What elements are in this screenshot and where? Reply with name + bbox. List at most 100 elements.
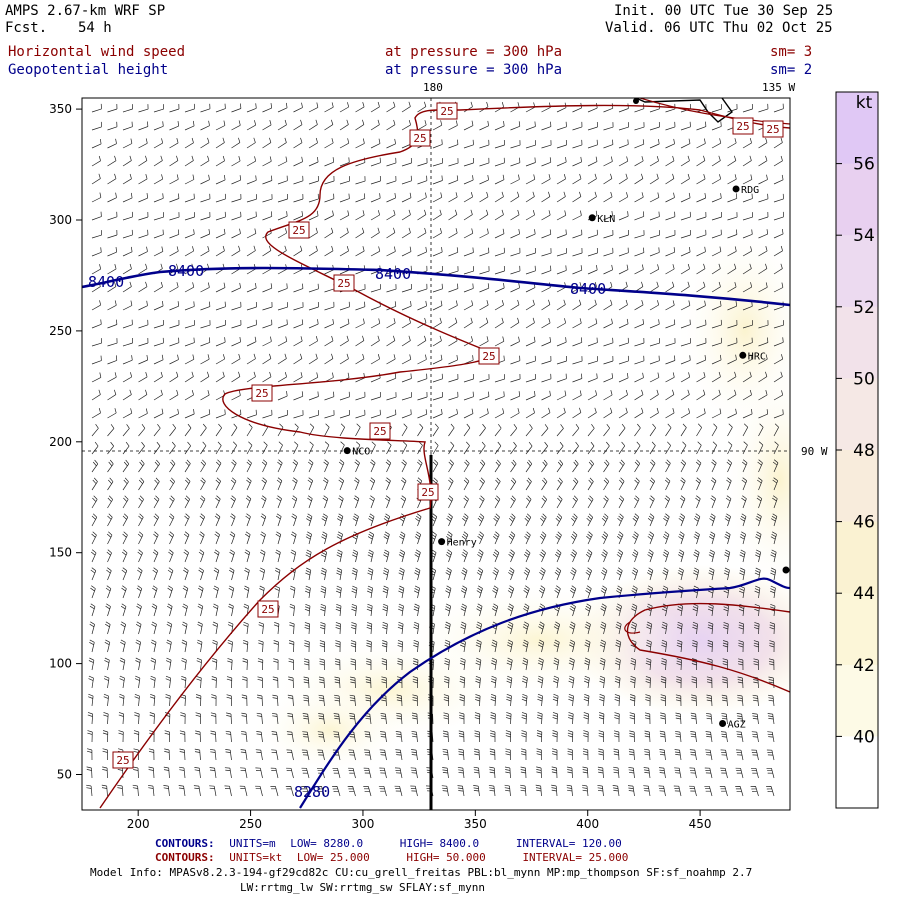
speed-label-box [333, 274, 355, 292]
stations: RDG KLN HRC NCO Henry AGZ [343, 185, 790, 730]
height-labels: 8400 8400 8400 8400 8280 [88, 262, 606, 801]
y-tick-label: 250 [49, 324, 72, 338]
colorbar-segment [836, 664, 878, 737]
c2-interval: INTERVAL= 25.000 [522, 851, 629, 864]
c1-interval: INTERVAL= 120.00 [515, 837, 622, 850]
speed-labels: 25 25 25 25 25 25 25 25 25 25 25 25 [112, 102, 784, 769]
c1-high: HIGH= 8400.0 [399, 837, 480, 850]
speed-label-25: 25 [292, 224, 305, 237]
speed-label-box [409, 129, 431, 147]
colorbar-segment [836, 92, 878, 165]
forecast-label: Fcst. [5, 20, 48, 36]
colorbar-level: 56 [853, 155, 875, 175]
height-contour-8280 [299, 577, 790, 809]
speed-label-box [369, 422, 391, 440]
colorbar-segment [836, 450, 878, 523]
height-label-8280: 8280 [294, 783, 330, 801]
station-marker [739, 351, 747, 359]
field-1-name: Horizontal wind speed [8, 44, 186, 60]
y-tick-label: 100 [49, 657, 72, 671]
init-time: Init. 00 UTC Tue 30 Sep 25 [614, 3, 834, 19]
colorbar-segment [836, 736, 878, 809]
speed-label-25: 25 [373, 425, 386, 438]
forecast-hours: 54 h [78, 20, 112, 36]
footer-line-1: CONTOURS: UNITS=m LOW= 8280.0 HIGH= 8400… [155, 837, 622, 850]
station-name: AGZ [728, 719, 746, 730]
wind-speed-shading [250, 220, 790, 775]
colorbar-level: 52 [853, 298, 875, 318]
colorbar-level: 46 [853, 513, 875, 533]
model-title: AMPS 2.67-km WRF SP [5, 3, 166, 19]
speed-label-25: 25 [440, 105, 453, 118]
y-tick-label: 50 [57, 768, 72, 782]
height-label-8400-d: 8400 [570, 280, 606, 298]
speed-label-25: 25 [337, 277, 350, 290]
station-marker [719, 719, 727, 727]
speed-label-box [762, 120, 784, 138]
model-info-2: LW:rrtmg_lw SW:rrtmg_sw SFLAY:sf_mynn [240, 881, 486, 894]
speed-label-25: 25 [421, 486, 434, 499]
contours-label-2: CONTOURS: [155, 851, 215, 864]
speed-label-box [112, 751, 134, 769]
c1-units: UNITS=m [229, 837, 276, 850]
model-info: Model Info: MPASv8.2.3-194-gf29cd82c CU:… [90, 866, 753, 879]
speed-label-box [478, 347, 500, 365]
colorbar-level: 54 [853, 226, 875, 246]
colorbar-segment [836, 163, 878, 236]
y-tick-label: 200 [49, 435, 72, 449]
colorbar-level: 44 [853, 584, 875, 604]
x-tick-label: 450 [689, 817, 712, 831]
c2-high: HIGH= 50.000 [406, 851, 486, 864]
speed-label-box [288, 221, 310, 239]
speed-label-25: 25 [261, 603, 274, 616]
c2-low: LOW= 25.000 [296, 851, 370, 864]
station-name: KLN [597, 214, 615, 225]
field-1-smooth: sm= 3 [770, 44, 813, 60]
x-tick-label: 300 [351, 817, 374, 831]
speed-label-box [417, 483, 439, 501]
field-2-level: at pressure = 300 hPa [385, 62, 563, 78]
station-marker [588, 214, 596, 222]
station-marker [732, 185, 740, 193]
station-marker [438, 538, 446, 546]
station-name: RDG [741, 185, 759, 196]
axes: 200 250 300 350 400 450 350 300 250 200 150 100 50 [49, 102, 711, 831]
height-contour-8400 [82, 266, 790, 307]
y-tick-label: 350 [49, 102, 72, 116]
valid-time: Valid. 06 UTC Thu 02 Oct 25 [605, 20, 833, 36]
lon-label-135w: 135 W [762, 81, 795, 94]
speed-label-25: 25 [116, 754, 129, 767]
y-tick-label: 300 [49, 213, 72, 227]
speed-label-25: 25 [736, 120, 749, 133]
colorbar-segment [836, 306, 878, 379]
station-marker [343, 447, 351, 455]
lon-label-90w: 90 W [801, 445, 828, 458]
x-tick-label: 200 [127, 817, 150, 831]
field-1-level: at pressure = 300 hPa [385, 44, 563, 60]
colorbar-level: 48 [853, 441, 875, 461]
speed-label-25: 25 [766, 123, 779, 136]
x-tick-label: 250 [239, 817, 262, 831]
footer-line-2: CONTOURS: UNITS=kt LOW= 25.000 HIGH= 50.… [155, 851, 628, 864]
field-2-smooth: sm= 2 [770, 62, 813, 78]
wind-barbs [86, 101, 784, 797]
colorbar-level: 50 [853, 369, 875, 389]
wind-speed-contour-50 [626, 602, 790, 693]
wind-barb-set [86, 101, 784, 797]
colorbar-level: 40 [853, 727, 875, 747]
colorbar: kt 56 54 52 50 48 46 44 42 40 [835, 91, 879, 809]
c1-low: LOW= 8280.0 [290, 837, 364, 850]
height-label-8400-c: 8400 [375, 265, 411, 283]
c2-units: UNITS=kt [229, 851, 283, 864]
speed-label-box [436, 102, 458, 120]
height-label-8400-a: 8400 [88, 273, 124, 291]
wind-speed-contour-50-lobe [624, 621, 641, 634]
colorbar-segment [836, 235, 878, 308]
y-tick-label: 150 [49, 546, 72, 560]
station-name: Henry [447, 538, 477, 549]
station-name: HRC [748, 351, 766, 362]
contours-label-1: CONTOURS: [155, 837, 215, 850]
station-name: NCO [352, 447, 370, 458]
plot-frame [81, 97, 791, 811]
x-tick-label: 350 [464, 817, 487, 831]
